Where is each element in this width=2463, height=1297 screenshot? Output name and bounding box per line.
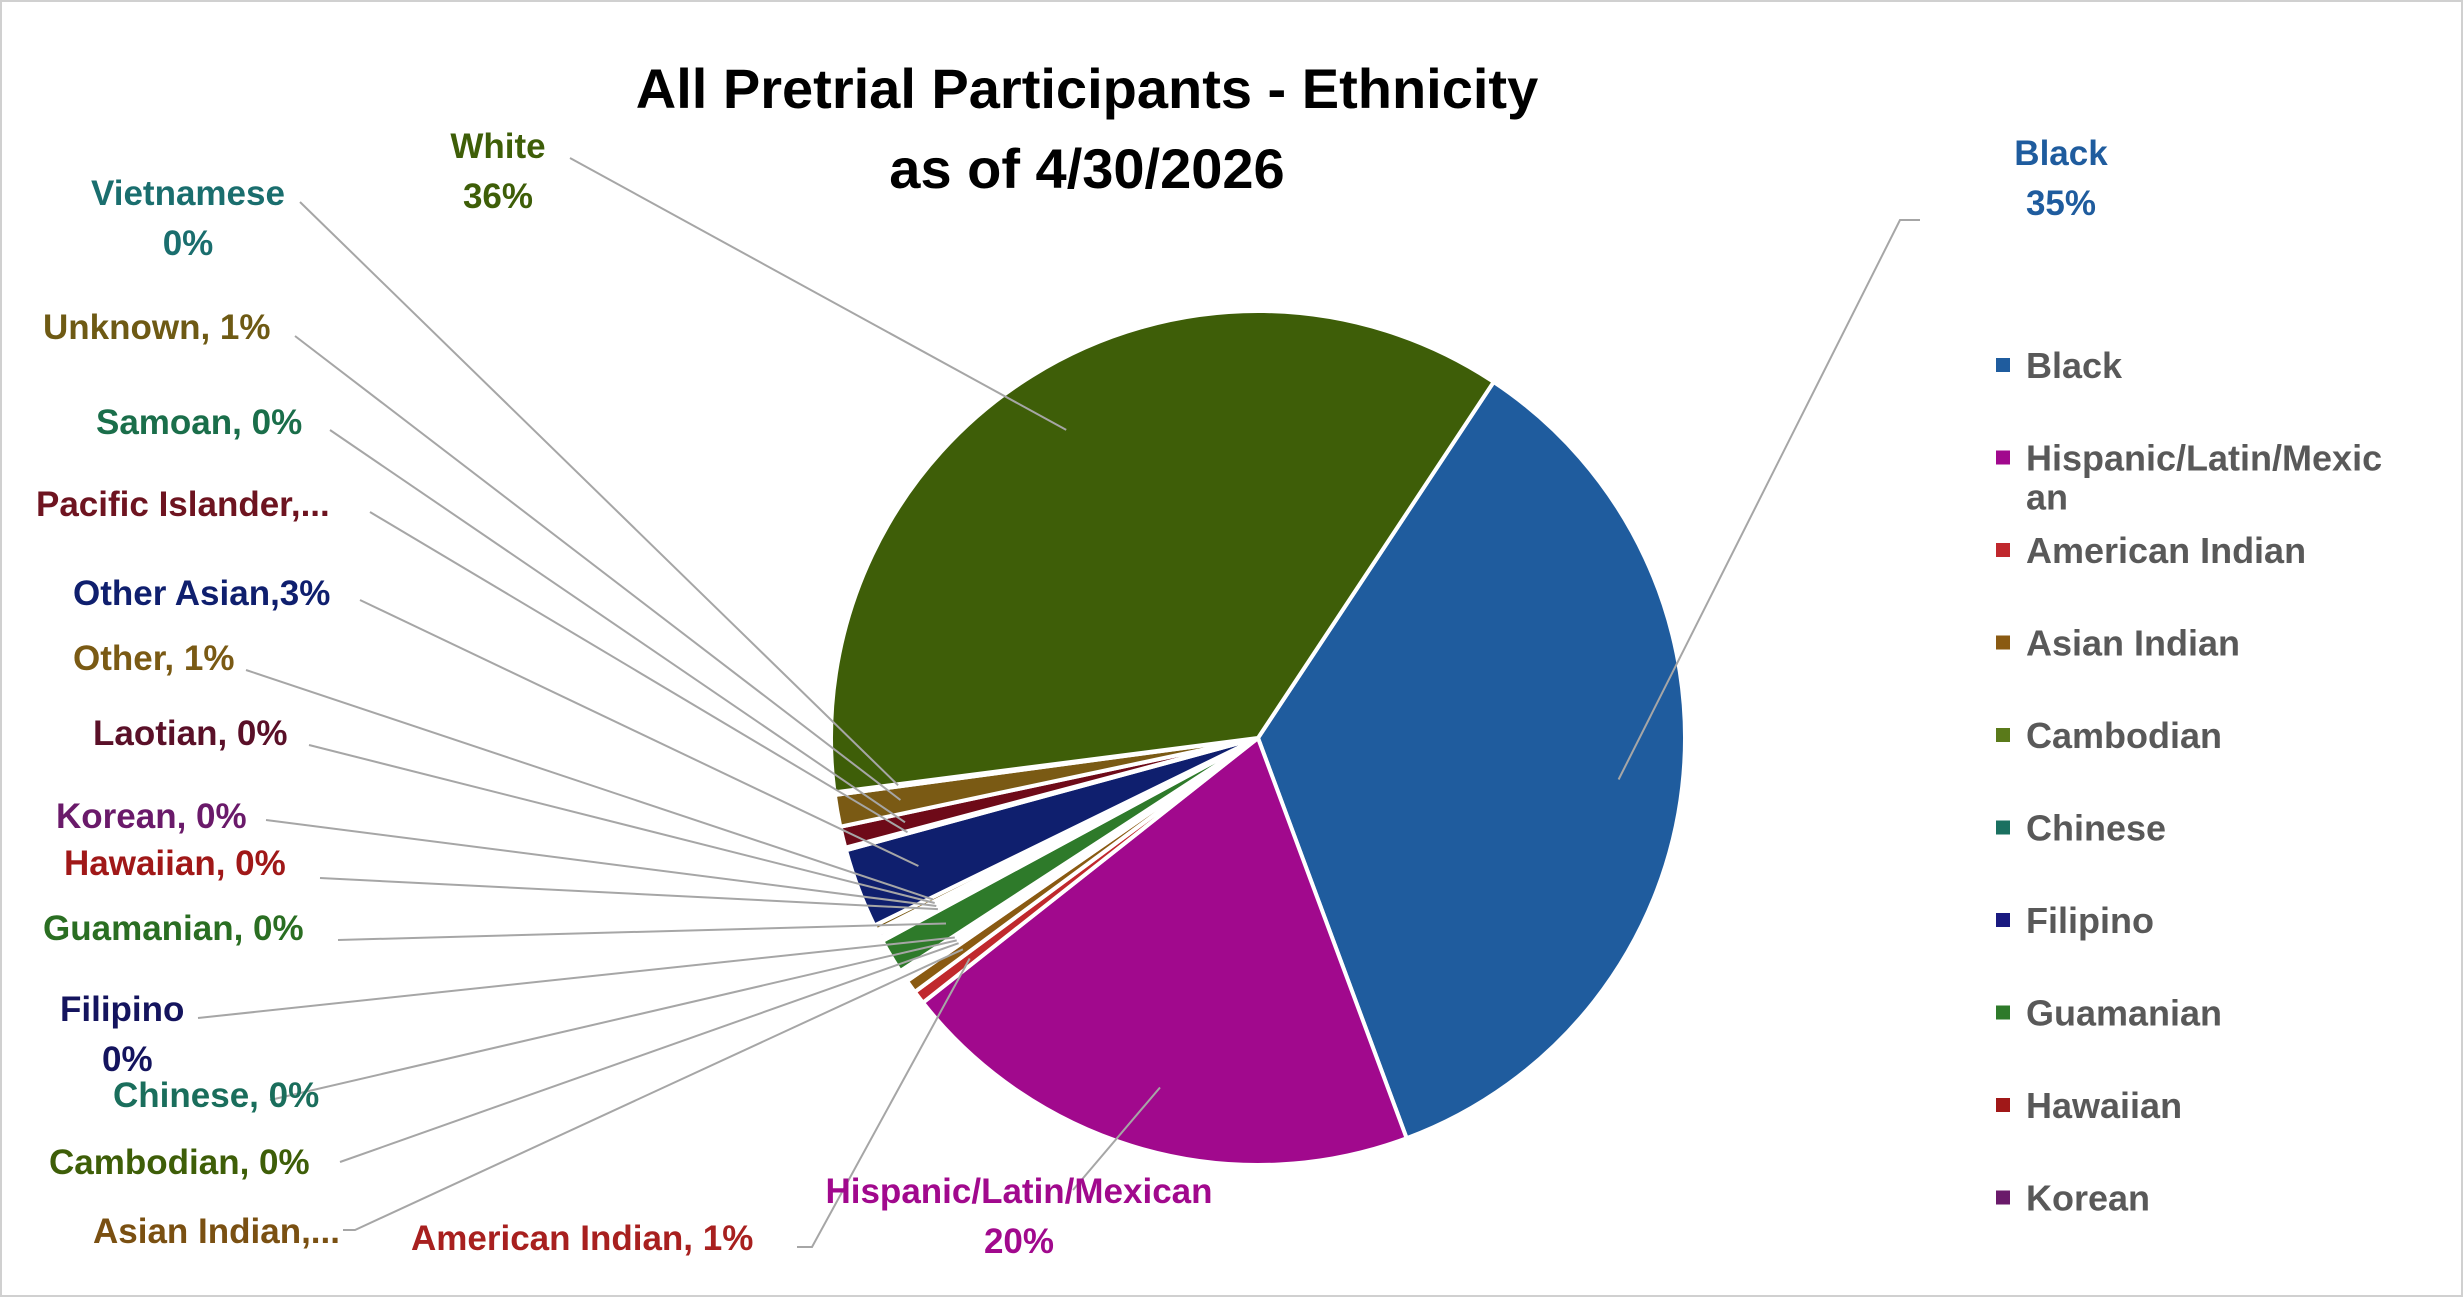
legend-swatch-asian-indian [1996, 635, 2010, 650]
data-label-hispanic-latin-mexican: Hispanic/Latin/Mexican [825, 1172, 1212, 1211]
data-label-pacific-islander: Pacific Islander,... [36, 485, 330, 524]
legend: Black Hispanic/Latin/Mexican American Indi… [1996, 345, 2382, 1219]
legend-swatch-hawaiian [1996, 1098, 2010, 1112]
leader-line-other [245, 669, 934, 901]
data-label-filipino: Filipino [60, 990, 184, 1029]
legend-swatch-american-indian [1996, 543, 2010, 557]
legend-swatch-korean [1996, 1190, 2010, 1205]
legend-label-asian-indian: Asian Indian [2026, 623, 2240, 664]
legend-label-filipino: Filipino [2026, 900, 2154, 941]
leader-line-vietnamese [299, 201, 899, 787]
leader-line-samoan [329, 429, 906, 824]
data-label-unknown: Unknown, 1% [43, 308, 271, 347]
legend-label-guamanian: Guamanian [2026, 993, 2222, 1034]
leader-line-filipino [197, 936, 955, 1019]
pie-slice-hispanic-latin-mexican [920, 734, 1410, 1168]
leader-line-cambodian [339, 942, 959, 1163]
data-label-samoan: Samoan, 0% [96, 403, 302, 442]
legend-swatch-black [1996, 358, 2010, 372]
data-label-other: Other, 1% [73, 639, 234, 678]
data-label-hawaiian: Hawaiian, 0% [64, 844, 286, 883]
legend-swatch-chinese [1996, 820, 2010, 835]
legend-label-korean: Korean [2026, 1178, 2150, 1219]
leader-line-chinese [269, 939, 957, 1101]
leader-line-laotian [308, 744, 935, 904]
data-label-black: Black [2014, 134, 2108, 173]
data-label-asian-indian: Asian Indian,... [93, 1212, 340, 1251]
pie-slice-black [1255, 379, 1687, 1141]
leader-line-asian-indian [343, 948, 964, 1231]
legend-label-black: Black [2026, 345, 2123, 386]
data-label-guamanian: Guamanian, 0% [43, 909, 304, 948]
chart-subtitle: as of 4/30/2026 [889, 137, 1284, 200]
leader-line-white [569, 157, 1067, 431]
chart-title: All Pretrial Participants - Ethnicity [636, 57, 1538, 120]
legend-label-continued: an [2026, 477, 2068, 518]
data-label-other-asian: Other Asian,3% [73, 574, 330, 613]
leader-line-guamanian [337, 922, 947, 941]
legend-label-hispanic-latin-mexic: Hispanic/Latin/Mexic [2026, 438, 2382, 479]
data-label-vietnamese: Vietnamese [91, 174, 285, 213]
data-label-value-hispanic-latin-mexican: 20% [984, 1222, 1054, 1261]
legend-label-chinese: Chinese [2026, 808, 2166, 849]
data-label-korean: Korean, 0% [56, 797, 247, 836]
legend-swatch-cambodian [1996, 728, 2010, 742]
legend-label-hawaiian: Hawaiian [2026, 1085, 2182, 1126]
legend-label-american-indian: American Indian [2026, 530, 2306, 571]
data-label-laotian: Laotian, 0% [93, 714, 287, 753]
leader-lines [197, 157, 1920, 1248]
legend-swatch-hispanic-latin-mexic [1996, 450, 2010, 465]
data-label-value-white: 36% [463, 177, 533, 216]
legend-swatch-guamanian [1996, 1005, 2010, 1020]
data-label-value-filipino: 0% [102, 1040, 153, 1079]
data-label-value-vietnamese: 0% [163, 224, 214, 263]
leader-line-unknown [294, 335, 902, 801]
data-label-white: White [450, 127, 545, 166]
data-label-cambodian: Cambodian, 0% [49, 1143, 310, 1182]
leader-line-american-indian [797, 958, 971, 1248]
leader-line-black [1617, 219, 1920, 780]
legend-label-cambodian: Cambodian [2026, 715, 2222, 756]
leader-line-other-asian [359, 599, 919, 867]
leader-line-hawaiian [319, 877, 938, 911]
data-label-value-black: 35% [2026, 184, 2096, 223]
data-label-american-indian: American Indian, 1% [411, 1219, 753, 1258]
leader-line-korean [265, 819, 937, 907]
leader-line-hispanic-latin-mexican [1072, 1086, 1161, 1191]
data-labels: Black 35% Hispanic/Latin/Mexican 20% America… [36, 127, 2108, 1261]
pie-slices [829, 309, 1687, 1168]
leader-line-pacific-islander [369, 511, 909, 834]
legend-swatch-filipino [1996, 913, 2010, 927]
pie-slice-white [829, 309, 1497, 795]
data-label-chinese: Chinese, 0% [113, 1076, 319, 1115]
